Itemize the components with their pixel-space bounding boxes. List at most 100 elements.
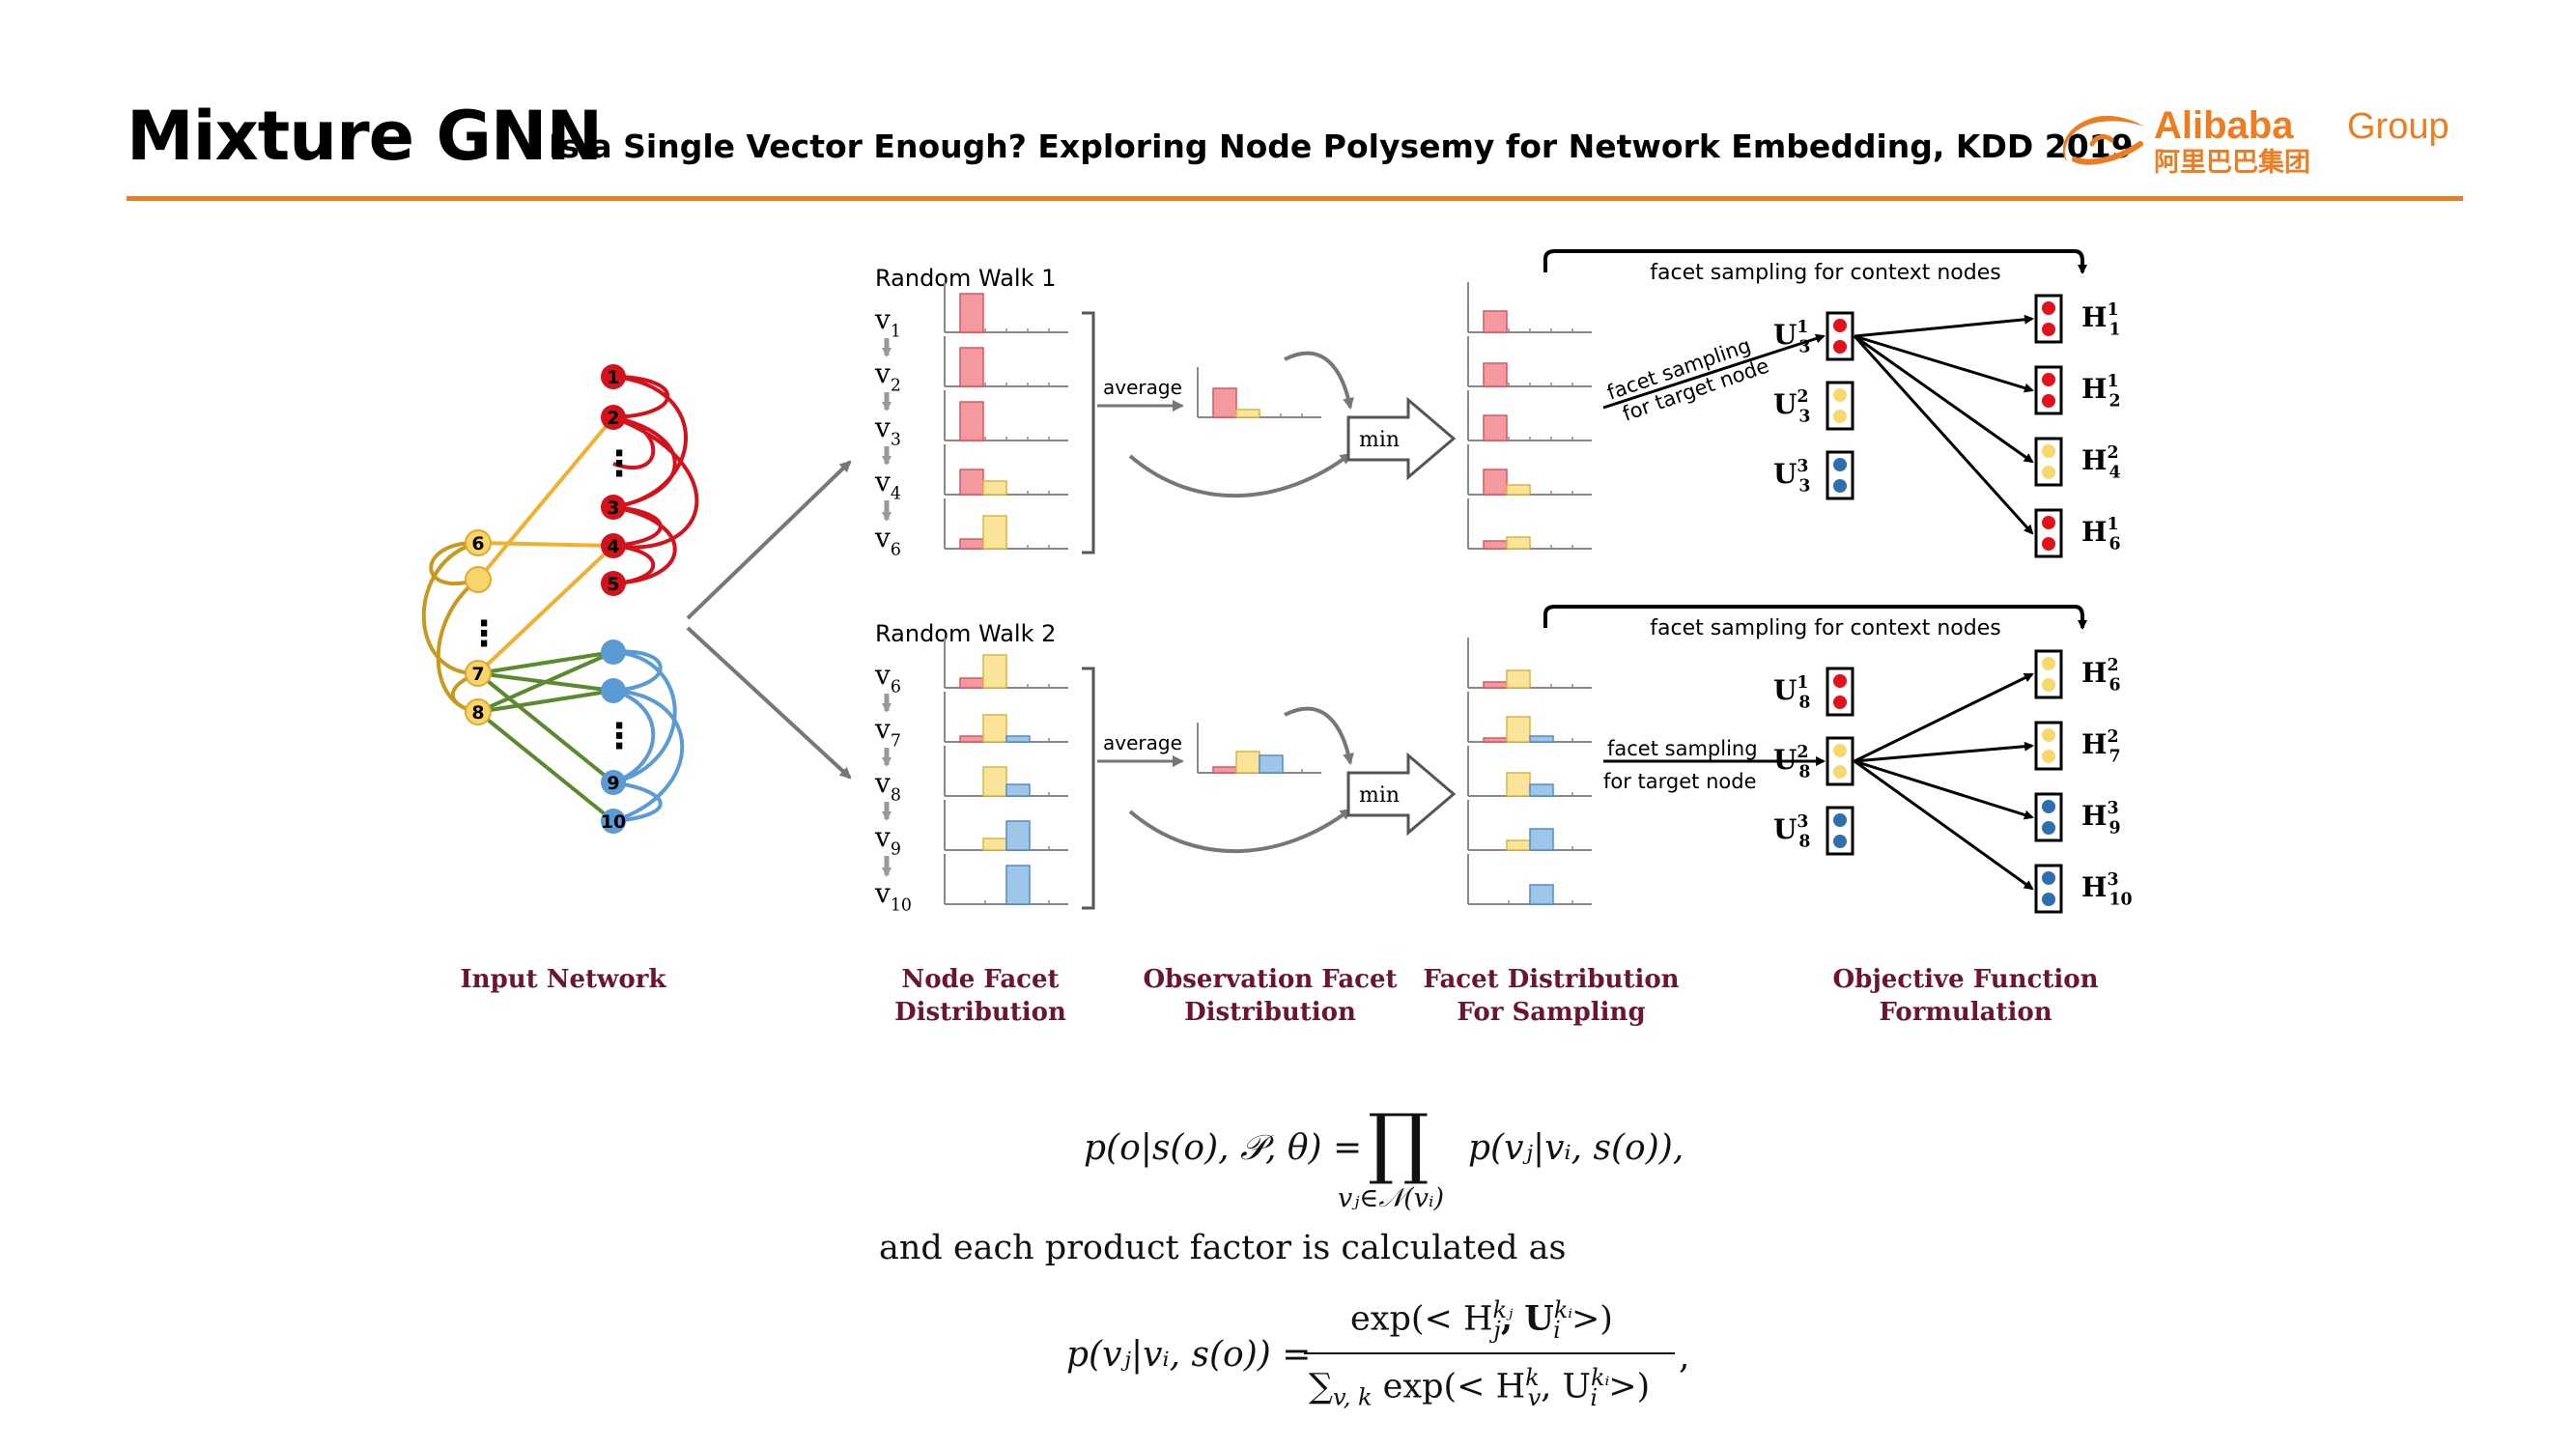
h-context-label-9-3: H3 9 [2081,799,2121,838]
node-facet-histogram [944,800,1068,851]
svg-text:6: 6 [471,533,484,554]
context-sampling-bracket [1543,605,2087,630]
sampling-facet-histogram [1467,282,1592,333]
context-sampling-arrow [1853,334,2034,535]
walk-node-label-v4: v4 [874,466,901,503]
eq1-lhs: p(o|s(o), 𝒫, θ) = [1084,1128,1363,1168]
u-embedding-box-3 [1826,806,1854,856]
u-embedding-label-8-3: U3 8 [1773,812,1811,851]
walk-node-label-v7: v7 [874,713,901,751]
red-node-5: 5 [601,571,626,596]
target-sampling-label-line2: for target node [1603,770,1756,793]
alibaba-group-logo: Alibaba Group 阿里巴巴集团 [2062,104,2449,178]
average-label: average [1103,731,1182,754]
h-context-label-4-2: H2 4 [2081,443,2121,482]
svg-text:5: 5 [607,574,619,595]
walk-node-label-v6: v6 [874,522,901,559]
context-sampling-arrow [1854,759,2034,820]
node-facet-histogram [944,336,1068,387]
h-context-box-2 [2034,721,2063,771]
histogram-bar [1005,865,1031,905]
yellow-ellipsis: ⋮ [467,614,501,654]
target-sampling-label-line1: facet sampling [1607,737,1758,760]
blue-node-unlabeled-a [601,639,626,665]
u-embedding-label-3-1: U1 3 [1773,318,1811,356]
histogram-bar [1259,754,1284,774]
u-embedding-box-3 [1826,450,1854,500]
observation-to-min-arrow [1284,706,1354,765]
histogram-bar [982,515,1007,550]
walk-node-label-v9: v9 [874,821,901,859]
walk-node-label-v3: v3 [874,412,901,449]
context-sampling-bracket [1543,249,2087,274]
slide-title: Mixture GNN [127,97,603,176]
blue-node-unlabeled-b [601,678,626,703]
sampling-facet-histogram [1467,800,1592,851]
yellow-node-unlabeled [465,566,492,593]
histogram-bar [1005,783,1031,797]
histogram-bar [1235,409,1260,418]
min-label: min [1359,428,1400,452]
observation-facet-histogram [1197,723,1321,774]
caption-input-network: Input Network [461,965,667,994]
caption-objective-line1: Objective Function [1833,965,2099,994]
histogram-bar [959,347,984,387]
h-context-label-1-1: H1 1 [2081,300,2121,339]
sampling-facet-histogram [1467,336,1592,387]
h-context-label-7-2: H2 7 [2081,727,2121,766]
caption-observation-facet-line2: Distribution [1184,998,1356,1027]
node-facet-histogram [944,638,1068,689]
yellow-node-7: 7 [465,660,492,687]
walk-node-label-v10: v10 [874,877,912,915]
histogram-bar [982,766,1007,797]
node-facet-histogram [944,390,1068,441]
random-walk-2-panel: Random Walk 2 v6 v7 v8 v9 v10 average min facet … [874,605,2133,915]
caption-facet-sampling-line1: Facet Distribution [1423,965,1679,994]
yellow-node-6: 6 [465,529,492,556]
u-embedding-box-2 [1826,381,1854,431]
eq2-trailing-comma: , [1679,1337,1690,1377]
caption-node-facet-line1: Node Facet [901,965,1059,994]
histogram-bar [1506,669,1531,689]
target-sampling-arrow [1602,333,1826,410]
histogram-bar [959,469,984,496]
histogram-bar [982,654,1007,689]
min-label: min [1359,783,1400,808]
context-sampling-arrow [1854,334,2034,393]
h-context-box-3 [2034,792,2063,842]
h-context-box-4 [2034,864,2063,914]
h-context-label-6-2: H2 6 [2081,656,2121,695]
node-facet-histogram [944,282,1068,333]
context-sampling-arrow [1854,672,2034,763]
observation-to-min-arrow [1284,351,1354,410]
random-walk-title: Random Walk 1 [875,265,1056,292]
walk-node-label-v8: v8 [874,767,901,805]
eq2-numerator: exp(< Hkⱼj, Ukᵢi >) [1350,1296,1613,1344]
h-context-box-2 [2034,365,2063,415]
walk-node-label-v2: v2 [874,357,901,395]
caption-objective-line2: Formulation [1879,998,2052,1027]
walk-bracket [1082,667,1095,910]
walk-node-label-v1: v1 [874,303,901,341]
svg-text:10: 10 [601,811,626,833]
histogram-bar [1483,310,1508,333]
svg-text:9: 9 [607,773,619,794]
h-context-label-10-3: H3 10 [2081,870,2133,909]
sampling-facet-histogram [1467,638,1592,689]
input-network-graph: 1 2 ⋮ 3 4 5 6 ⋮ 7 8 [421,364,699,834]
blue-ellipsis: ⋮ [602,717,637,756]
eq2-denominator: ∑v, k exp(< Hkv, Ukᵢi >) [1309,1364,1651,1411]
node-facet-histogram [944,746,1068,797]
yellow-node-8: 8 [465,698,492,725]
red-node-1: 1 [601,364,626,389]
histogram-bar [1483,362,1508,387]
random-walk-title: Random Walk 2 [875,620,1056,647]
eq1-rhs: p(vⱼ|vᵢ, s(o)), [1468,1128,1684,1168]
node-facet-histogram [944,444,1068,496]
sampling-facet-histogram [1467,692,1592,743]
u-embedding-box-1 [1826,311,1854,361]
context-sampling-arrow [1854,759,2034,891]
caption-observation-facet-line1: Observation Facet [1143,965,1397,994]
u-embedding-label-3-3: U3 3 [1773,457,1811,496]
average-label: average [1103,376,1182,399]
